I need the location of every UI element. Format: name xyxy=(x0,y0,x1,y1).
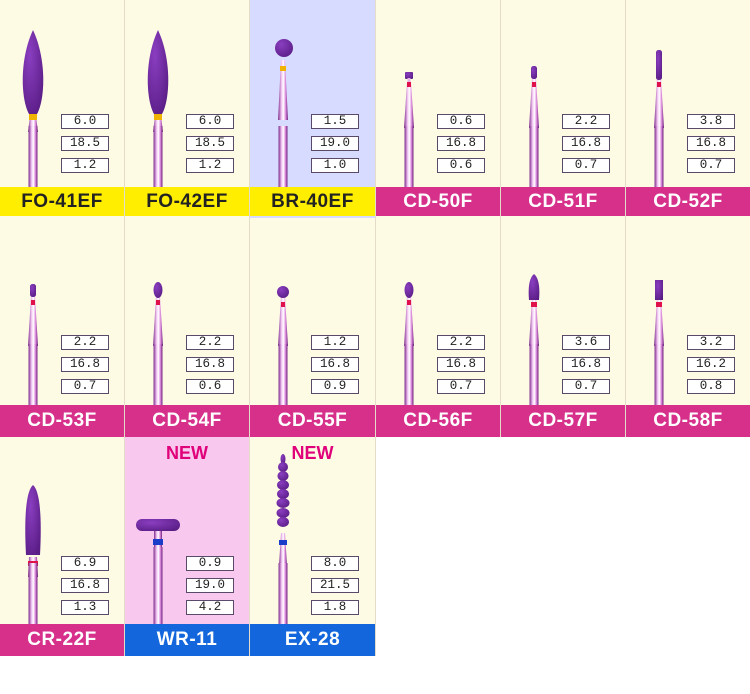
product-card: 6.0 18.5 1.2 FO-42EF xyxy=(125,0,250,219)
product-card: 2.2 16.8 0.7 CD-53F xyxy=(0,218,125,437)
spec-value: 0.6 xyxy=(437,158,485,173)
spec-value: 18.5 xyxy=(186,136,234,151)
spec-value: 0.9 xyxy=(186,556,234,571)
bur-drawing xyxy=(528,274,540,405)
spec-value: 3.6 xyxy=(562,335,610,350)
spec-value: 6.9 xyxy=(61,556,109,571)
bur-drawing xyxy=(654,280,664,405)
product-card: 2.2 16.8 0.7 CD-56F xyxy=(376,218,501,437)
product-code-label: BR-40EF xyxy=(250,187,375,216)
spec-value: 16.2 xyxy=(687,357,735,372)
product-code-label: WR-11 xyxy=(125,624,249,656)
product-code-label: CD-52F xyxy=(626,187,750,216)
spec-value: 0.7 xyxy=(687,158,735,173)
bur-drawing xyxy=(153,282,163,405)
spec-value: 1.0 xyxy=(311,158,359,173)
bur-drawing xyxy=(25,485,41,624)
spec-value: 4.2 xyxy=(186,600,234,615)
product-code-label: FO-42EF xyxy=(125,187,249,216)
spec-value: 6.0 xyxy=(186,114,234,129)
bur-drawing xyxy=(404,72,414,187)
product-card: 3.6 16.8 0.7 CD-57F xyxy=(501,218,626,437)
bur-drawing xyxy=(147,30,169,187)
bur-drawing xyxy=(277,286,289,405)
spec-value: 0.6 xyxy=(186,379,234,394)
spec-value: 19.0 xyxy=(311,136,359,151)
spec-value: 3.2 xyxy=(687,335,735,350)
bur-drawing xyxy=(654,50,664,187)
product-code-label: CD-54F xyxy=(125,405,249,437)
product-card: 3.8 16.8 0.7 CD-52F xyxy=(626,0,750,219)
spec-value: 6.0 xyxy=(61,114,109,129)
product-code-label: CD-56F xyxy=(376,405,500,437)
bur-drawing xyxy=(22,30,44,187)
product-card: 3.2 16.2 0.8 CD-58F xyxy=(626,218,750,437)
spec-value: 1.3 xyxy=(61,600,109,615)
product-code-label: CD-58F xyxy=(626,405,750,437)
spec-value: 16.8 xyxy=(61,357,109,372)
spec-value: 18.5 xyxy=(61,136,109,151)
product-code-label: CD-53F xyxy=(0,405,124,437)
spec-value: 1.2 xyxy=(61,158,109,173)
spec-value: 16.8 xyxy=(186,357,234,372)
product-code-label: CD-51F xyxy=(501,187,625,216)
spec-value: 1.2 xyxy=(311,335,359,350)
spec-value: 21.5 xyxy=(311,578,359,593)
product-code-label: CR-22F xyxy=(0,624,124,656)
product-card: 2.2 16.8 0.6 CD-54F xyxy=(125,218,250,437)
spec-value: 3.8 xyxy=(687,114,735,129)
spec-value: 16.8 xyxy=(311,357,359,372)
product-code-label: EX-28 xyxy=(250,624,375,656)
spec-value: 16.8 xyxy=(61,578,109,593)
new-badge: NEW xyxy=(291,443,334,463)
product-card: 6.0 18.5 1.2 FO-41EF xyxy=(0,0,125,219)
bur-drawing xyxy=(28,284,38,405)
spec-value: 19.0 xyxy=(186,578,234,593)
product-card: 6.9 16.8 1.3 CR-22F xyxy=(0,437,125,656)
product-card: 2.2 16.8 0.7 CD-51F xyxy=(501,0,626,219)
new-badge: NEW xyxy=(166,443,208,463)
spec-value: 2.2 xyxy=(61,335,109,350)
product-card: 1.2 16.8 0.9 CD-55F xyxy=(250,218,376,437)
spec-value: 2.2 xyxy=(562,114,610,129)
spec-value: 0.7 xyxy=(61,379,109,394)
spec-value: 16.8 xyxy=(437,136,485,151)
spec-value: 16.8 xyxy=(562,136,610,151)
spec-value: 0.7 xyxy=(562,379,610,394)
product-card: 1.5 19.0 1.0 BR-40EF xyxy=(250,0,376,219)
product-card: NEW 8.0 21.5 1.8 EX-28 xyxy=(250,437,376,656)
spec-value: 2.2 xyxy=(186,335,234,350)
spec-value: 16.8 xyxy=(562,357,610,372)
spec-value: 0.7 xyxy=(562,158,610,173)
spec-value: 0.7 xyxy=(437,379,485,394)
spec-value: 0.8 xyxy=(687,379,735,394)
spec-value: 0.6 xyxy=(437,114,485,129)
spec-value: 1.2 xyxy=(186,158,234,173)
spec-value: 16.8 xyxy=(687,136,735,151)
product-code-label: CD-57F xyxy=(501,405,625,437)
spec-value: 2.2 xyxy=(437,335,485,350)
spec-value: 16.8 xyxy=(437,357,485,372)
product-card: NEW 0.9 19.0 4.2 WR-11 xyxy=(125,437,250,656)
spec-value: 8.0 xyxy=(311,556,359,571)
product-code-label: CD-50F xyxy=(376,187,500,216)
spec-value: 0.9 xyxy=(311,379,359,394)
bur-drawing xyxy=(529,66,539,187)
spec-value: 1.8 xyxy=(311,600,359,615)
bur-drawing xyxy=(404,282,414,405)
spec-value: 1.5 xyxy=(311,114,359,129)
bur-drawing xyxy=(275,39,293,187)
product-card: 0.6 16.8 0.6 CD-50F xyxy=(376,0,501,219)
product-code-label: FO-41EF xyxy=(0,187,124,216)
product-code-label: CD-55F xyxy=(250,405,375,437)
bur-drawing xyxy=(276,454,290,624)
bur-drawing xyxy=(136,519,180,624)
